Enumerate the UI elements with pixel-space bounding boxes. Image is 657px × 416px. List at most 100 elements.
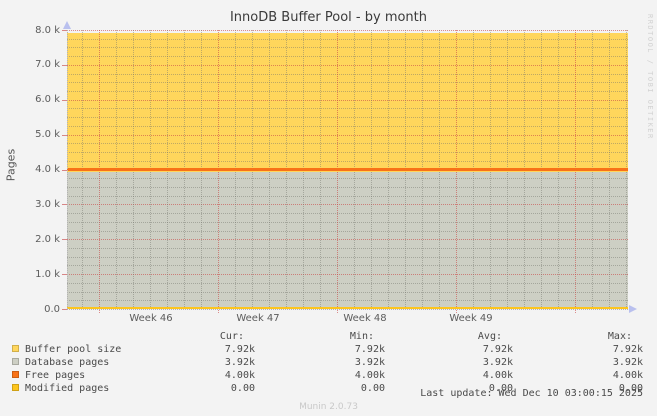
y-axis-arrow-icon — [63, 21, 71, 29]
y-tick-label: 4.0 k — [35, 164, 60, 175]
y-tick-mark — [62, 239, 67, 241]
legend-col-min: Min: — [349, 331, 374, 342]
gridline — [67, 38, 628, 40]
legend-label: Modified pages — [25, 383, 110, 394]
y-tick-label: 2.0 k — [35, 234, 60, 245]
legend-row-database-pages: Database pages 3.92k 3.92k 3.92k 3.92k — [0, 357, 657, 369]
gridline — [67, 117, 628, 119]
gridline — [67, 30, 628, 31]
x-axis-arrow-icon — [629, 305, 637, 313]
y-tick-label: 7.0 k — [35, 59, 60, 70]
line-layer — [67, 30, 628, 309]
plot-area — [67, 30, 628, 313]
gridline — [337, 30, 338, 313]
legend-cur-value: 0.00 — [230, 383, 255, 394]
y-tick-mark — [62, 309, 67, 310]
gridline — [67, 256, 628, 258]
gridline — [67, 195, 628, 197]
gridline — [67, 265, 628, 267]
legend-avg-value: 0.00 — [488, 383, 513, 394]
legend-min-value: 0.00 — [360, 383, 385, 394]
legend-col-max: Max: — [607, 331, 632, 342]
gridline — [67, 186, 628, 188]
gridline — [67, 160, 628, 162]
modified-pages-line — [67, 307, 628, 309]
legend-row-modified-pages: Modified pages 0.00 0.00 0.00 0.00 — [0, 383, 657, 395]
gridline — [67, 239, 628, 241]
x-tick-label: Week 46 — [129, 313, 173, 324]
legend-cur-value: 7.92k — [224, 344, 255, 355]
legend-max-value: 7.92k — [612, 344, 643, 355]
legend-min-value: 3.92k — [354, 357, 385, 368]
legend-min-value: 7.92k — [354, 344, 385, 355]
gridline — [67, 99, 628, 101]
x-tick-label: Week 48 — [343, 313, 387, 324]
gridline — [456, 30, 457, 313]
y-tick-label: 6.0 k — [35, 94, 60, 105]
y-tick-mark — [62, 99, 67, 101]
legend-cur-value: 4.00k — [224, 370, 255, 381]
y-tick-mark — [62, 30, 67, 31]
page-title: InnoDB Buffer Pool - by month — [229, 10, 428, 25]
legend-swatch-icon — [12, 345, 19, 352]
gridline — [218, 30, 219, 313]
gridline — [67, 152, 628, 154]
y-tick-label: 5.0 k — [35, 129, 60, 140]
x-axis-line — [67, 309, 628, 310]
gridline — [67, 91, 628, 93]
legend-swatch-icon — [12, 384, 19, 391]
gridline — [67, 221, 628, 223]
legend-swatch-icon — [12, 371, 19, 378]
legend-label: Buffer pool size — [25, 344, 122, 355]
gridline — [67, 143, 628, 145]
legend-avg-value: 4.00k — [482, 370, 513, 381]
gridline — [67, 108, 628, 110]
legend-label: Free pages — [25, 370, 86, 381]
last-update-text: Last update: Wed Dec 10 03:00:15 2025 — [420, 388, 643, 399]
gridline — [67, 125, 628, 127]
legend-row-buffer-pool-size: Buffer pool size 7.92k 7.92k 7.92k 7.92k — [0, 344, 657, 356]
legend-col-avg: Avg: — [477, 331, 502, 342]
y-tick-label: 0.0 — [44, 304, 60, 315]
y-axis-line — [67, 30, 68, 309]
legend-col-cur: Cur: — [219, 331, 244, 342]
y-tick-mark — [62, 169, 67, 171]
free-pages-line — [67, 168, 628, 171]
gridline — [67, 56, 628, 58]
y-tick-mark — [62, 134, 67, 136]
legend-avg-value: 3.92k — [482, 357, 513, 368]
gridline — [67, 82, 628, 84]
legend-row-free-pages: Free pages 4.00k 4.00k 4.00k 4.00k — [0, 370, 657, 382]
legend-cur-value: 3.92k — [224, 357, 255, 368]
gridline — [67, 282, 628, 284]
legend-max-value: 3.92k — [612, 357, 643, 368]
gridline — [67, 274, 628, 276]
legend-label: Database pages — [25, 357, 110, 368]
gridline — [67, 47, 628, 49]
gridline — [67, 134, 628, 136]
gridline — [67, 291, 628, 293]
y-tick-label: 3.0 k — [35, 199, 60, 210]
gridline — [67, 64, 628, 66]
database-pages-area — [67, 172, 628, 309]
gridline — [67, 213, 628, 215]
y-tick-mark — [62, 204, 67, 206]
gridline — [67, 247, 628, 249]
legend-max-value: 4.00k — [612, 370, 643, 381]
gridline — [67, 178, 628, 180]
munin-version-text: Munin 2.0.73 — [299, 402, 358, 412]
y-tick-label: 1.0 k — [35, 269, 60, 280]
rrdtool-watermark: RRDTOOL / TOBI OETIKER — [646, 14, 654, 140]
x-tick-label: Week 47 — [236, 313, 280, 324]
y-tick-mark — [62, 64, 67, 66]
gridline — [67, 204, 628, 206]
gridline — [575, 30, 576, 313]
legend-min-value: 4.00k — [354, 370, 385, 381]
gridline — [67, 300, 628, 302]
legend-swatch-icon — [12, 358, 19, 365]
y-tick-mark — [62, 274, 67, 276]
legend-max-value: 0.00 — [618, 383, 643, 394]
x-tick-label: Week 49 — [449, 313, 493, 324]
legend-avg-value: 7.92k — [482, 344, 513, 355]
